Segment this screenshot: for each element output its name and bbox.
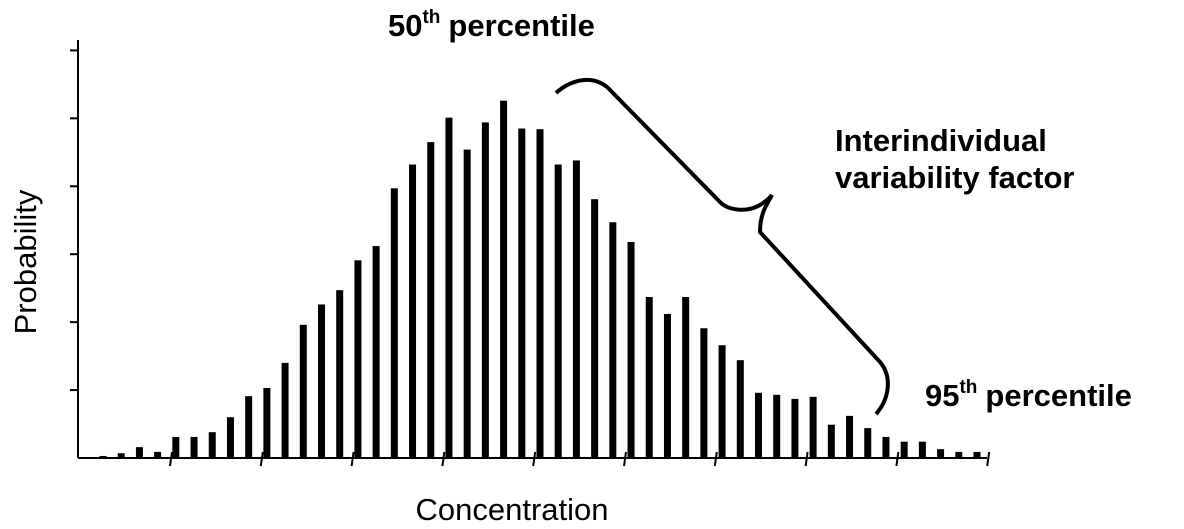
bar: [299, 324, 307, 458]
bar: [900, 441, 908, 458]
bar: [973, 451, 981, 458]
bar: [663, 313, 671, 458]
bar: [208, 432, 216, 458]
bar: [263, 388, 271, 458]
x-tick: [259, 451, 264, 467]
bar: [318, 304, 325, 458]
bar: [572, 160, 580, 458]
bar: [336, 290, 344, 458]
bar: [554, 164, 562, 458]
variability-annotation: Interindividual: [835, 123, 1047, 158]
y-axis-label: Probability: [8, 189, 43, 334]
bar: [846, 415, 854, 458]
annotation-text: percentile: [448, 8, 594, 43]
x-tick: [895, 451, 900, 467]
bar: [190, 436, 198, 458]
bar: [518, 128, 526, 458]
x-tick: [804, 451, 809, 467]
variability-annotation: variability factor: [835, 160, 1074, 195]
annotation-number: 95: [925, 378, 959, 413]
bar: [736, 360, 744, 458]
x-tick: [441, 451, 446, 467]
bar: [172, 436, 180, 458]
bar: [809, 396, 817, 458]
bar: [154, 451, 162, 458]
bar: [463, 149, 471, 458]
bar: [99, 455, 107, 458]
bar: [864, 428, 872, 458]
bar: [372, 246, 380, 458]
bar: [700, 328, 708, 458]
median-annotation: 50th percentile: [388, 7, 595, 43]
bar: [354, 260, 362, 458]
x-axis-label: Concentration: [415, 492, 608, 527]
brace: [554, 77, 890, 416]
bar: [481, 122, 489, 458]
bar: [627, 241, 635, 458]
bar: [609, 222, 617, 458]
bar: [226, 417, 234, 458]
bar: [882, 436, 890, 458]
annotation-ordinal: th: [422, 7, 440, 28]
annotation-number: 50: [388, 8, 422, 43]
bar: [682, 296, 690, 458]
bar: [918, 441, 926, 458]
bar: [937, 449, 945, 458]
x-tick: [350, 451, 355, 467]
bar: [718, 345, 726, 458]
bar: [245, 396, 253, 458]
x-tick: [169, 451, 173, 467]
bar: [390, 188, 398, 458]
bar: [427, 142, 435, 459]
bar: [445, 117, 453, 458]
bar: [536, 129, 544, 458]
x-tick: [986, 451, 991, 467]
bar: [955, 451, 963, 458]
bar: [281, 362, 289, 458]
bar: [591, 199, 599, 458]
bar: [645, 296, 653, 458]
bar: [773, 394, 781, 458]
bar: [409, 164, 417, 458]
x-tick: [623, 451, 627, 467]
bar: [500, 100, 508, 458]
bar: [117, 453, 125, 458]
bar: [791, 398, 799, 458]
bar: [755, 392, 762, 458]
p95-annotation: 95th percentile: [925, 377, 1132, 413]
annotation-text: percentile: [985, 378, 1131, 413]
annotation-ordinal: th: [959, 377, 977, 398]
bar: [135, 447, 143, 458]
bar: [827, 424, 835, 458]
x-tick: [713, 451, 718, 467]
x-tick: [532, 451, 537, 467]
